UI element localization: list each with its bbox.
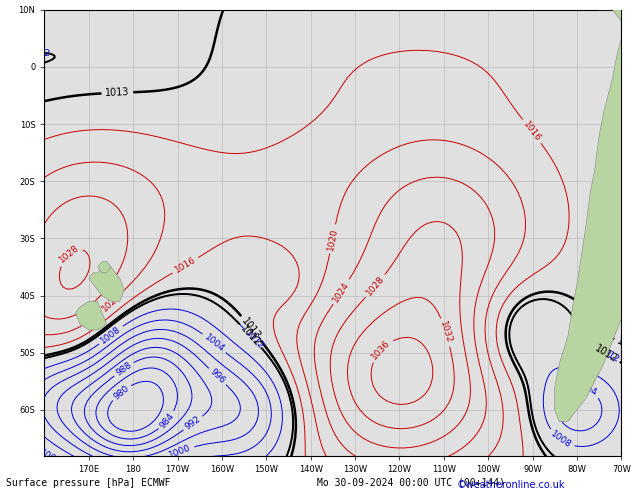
Polygon shape xyxy=(75,301,107,330)
Text: 1008: 1008 xyxy=(99,324,123,345)
Text: Surface pressure [hPa] ECMWF: Surface pressure [hPa] ECMWF xyxy=(6,478,171,488)
Text: 1028: 1028 xyxy=(365,274,386,298)
Polygon shape xyxy=(555,10,621,421)
Text: 1012: 1012 xyxy=(29,48,51,58)
Text: 1004: 1004 xyxy=(574,380,599,397)
Polygon shape xyxy=(89,267,124,301)
Text: 1020: 1020 xyxy=(326,227,339,251)
Text: 1024: 1024 xyxy=(332,280,351,304)
Text: Mo 30-09-2024 00:00 UTC (00+144): Mo 30-09-2024 00:00 UTC (00+144) xyxy=(317,478,505,488)
Text: 1016: 1016 xyxy=(173,256,198,275)
Text: 1016: 1016 xyxy=(521,120,543,143)
Text: 1008: 1008 xyxy=(549,430,573,450)
Text: 1013: 1013 xyxy=(616,336,634,356)
Text: 1013: 1013 xyxy=(240,316,262,341)
Text: 992: 992 xyxy=(184,415,203,432)
Text: 1004: 1004 xyxy=(202,333,226,354)
Text: ©weatheronline.co.uk: ©weatheronline.co.uk xyxy=(456,480,565,490)
Text: 1013: 1013 xyxy=(105,87,130,98)
Text: 1024: 1024 xyxy=(24,241,39,265)
Text: 984: 984 xyxy=(158,411,176,430)
Text: 996: 996 xyxy=(208,368,227,386)
Text: 1012: 1012 xyxy=(593,343,619,364)
Text: 1000: 1000 xyxy=(168,443,193,460)
Text: 1008: 1008 xyxy=(38,448,62,467)
Text: 1012: 1012 xyxy=(243,328,266,351)
Text: 1012: 1012 xyxy=(597,345,621,365)
Text: 1032: 1032 xyxy=(438,320,453,344)
Text: 988: 988 xyxy=(114,360,133,377)
Polygon shape xyxy=(98,261,111,273)
Text: 1028: 1028 xyxy=(57,243,81,265)
Text: 1012: 1012 xyxy=(238,323,262,348)
Text: 980: 980 xyxy=(112,383,131,401)
Text: 1036: 1036 xyxy=(370,339,392,362)
Text: 1020: 1020 xyxy=(100,291,123,314)
